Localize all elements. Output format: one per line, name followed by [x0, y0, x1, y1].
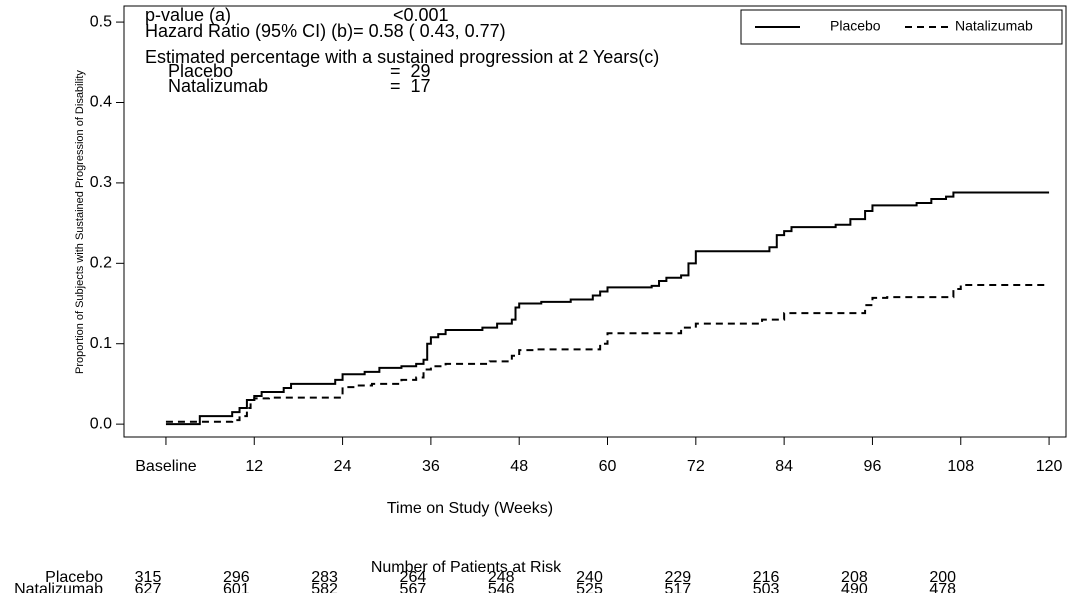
risk-count: 503 — [753, 581, 780, 593]
annotation: = 29 — [390, 61, 431, 81]
risk-count: 546 — [488, 581, 515, 593]
x-tick-label: Baseline — [135, 458, 196, 475]
risk-row-label: Natalizumab — [14, 581, 103, 593]
x-tick-label: 48 — [510, 458, 528, 475]
risk-count: 478 — [929, 581, 956, 593]
annotation: Hazard Ratio (95% CI) (b)= 0.58 ( 0.43, … — [145, 21, 506, 41]
risk-count: 283 — [311, 569, 338, 586]
risk-count: 525 — [576, 581, 603, 593]
y-tick-label: 0.1 — [90, 335, 112, 352]
y-tick-label: 0.5 — [90, 13, 112, 30]
annotation: Natalizumab — [168, 76, 268, 96]
risk-count: 216 — [753, 569, 780, 586]
risk-count: 582 — [311, 581, 338, 593]
annotation: Estimated percentage with a sustained pr… — [145, 47, 659, 67]
risk-table-title: Number of Patients at Risk — [371, 559, 562, 576]
risk-count: 517 — [664, 581, 691, 593]
risk-count: 627 — [135, 581, 162, 593]
risk-count: 200 — [929, 569, 956, 586]
x-tick-label: 12 — [245, 458, 263, 475]
risk-count: 296 — [223, 569, 250, 586]
x-tick-label: 96 — [864, 458, 882, 475]
legend-label: Placebo — [830, 18, 881, 34]
risk-count: 264 — [400, 569, 427, 586]
y-tick-label: 0.4 — [90, 94, 112, 111]
x-tick-label: 24 — [334, 458, 352, 475]
risk-count: 315 — [135, 569, 162, 586]
annotation: = 17 — [390, 76, 431, 96]
risk-count: 208 — [841, 569, 868, 586]
legend-label: Natalizumab — [955, 18, 1033, 34]
survival-curve — [165, 284, 1050, 423]
x-tick-label: 108 — [947, 458, 974, 475]
risk-count: 229 — [664, 569, 691, 586]
x-tick-label: 60 — [599, 458, 617, 475]
y-axis-label: Proportion of Subjects with Sustained Pr… — [74, 70, 86, 374]
x-tick-label: 84 — [775, 458, 793, 475]
y-tick-label: 0.3 — [90, 174, 112, 191]
x-axis-label: Time on Study (Weeks) — [387, 500, 553, 517]
risk-count: 240 — [576, 569, 603, 586]
x-tick-label: 36 — [422, 458, 440, 475]
annotation: p-value (a) — [145, 5, 231, 25]
risk-count: 567 — [400, 581, 427, 593]
annotation: <0.001 — [393, 5, 449, 25]
risk-row-label: Placebo — [45, 569, 103, 586]
risk-count: 490 — [841, 581, 868, 593]
annotation: Placebo — [168, 61, 233, 81]
y-tick-label: 0.2 — [90, 255, 112, 272]
x-tick-label: 120 — [1036, 458, 1063, 475]
risk-count: 601 — [223, 581, 250, 593]
plot-frame — [123, 5, 1067, 438]
y-tick-label: 0.0 — [90, 415, 112, 432]
x-tick-label: 72 — [687, 458, 705, 475]
risk-count: 248 — [488, 569, 515, 586]
survival-curve — [165, 191, 1050, 426]
